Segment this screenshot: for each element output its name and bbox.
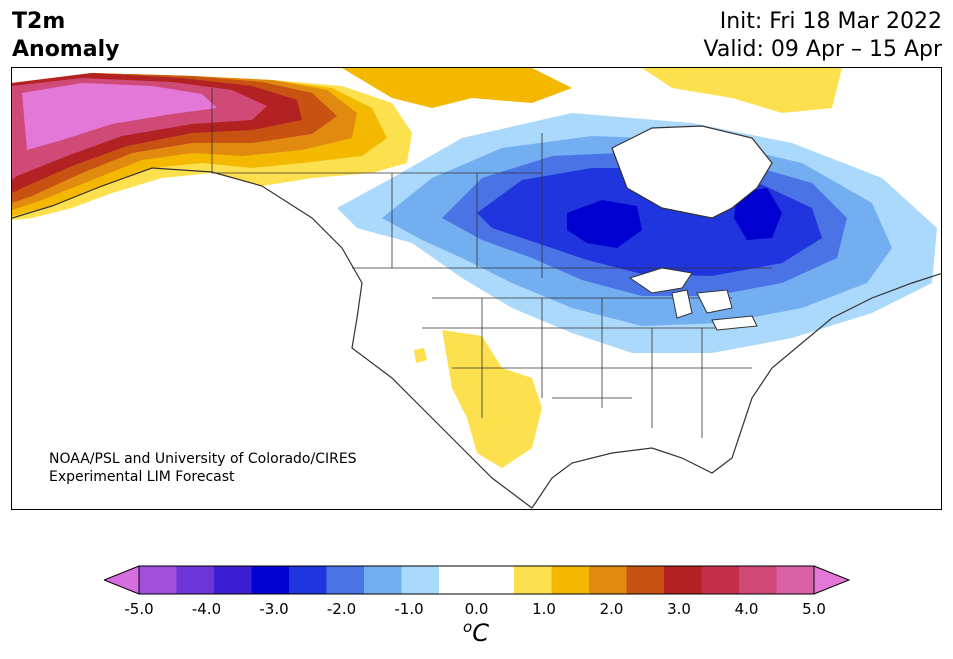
unit-letter: C: [472, 619, 489, 647]
colorbar-segment: [401, 566, 440, 594]
colorbar-unit: oC: [463, 618, 489, 647]
colorbar-segment: [664, 566, 702, 594]
warm-anomaly-southwest: [442, 330, 542, 468]
great-lakes: [628, 267, 758, 331]
colorbar-extension-high: [813, 565, 850, 595]
colorbar-segment: [251, 566, 290, 594]
colorbar-tick-label: -4.0: [191, 600, 222, 618]
colorbar-extension-low: [104, 565, 140, 595]
colorbar-segment: [476, 566, 515, 594]
warm-anomaly-arctic: [342, 68, 572, 108]
colorbar-tick-label: -5.0: [124, 600, 154, 618]
anomaly-map: NOAA/PSL and University of Colorado/CIRE…: [11, 67, 942, 510]
colorbar-tick-label: 4.0: [734, 600, 759, 618]
credit-line-1: NOAA/PSL and University of Colorado/CIRE…: [49, 451, 357, 467]
colorbar-segment: [289, 566, 327, 594]
colorbar-segment: [701, 566, 740, 594]
colorbar-tick-label: 0.0: [464, 600, 489, 618]
colorbar-segment: [551, 566, 590, 594]
hudson-bay: [611, 125, 773, 219]
colorbar-tick-label: -1.0: [394, 600, 424, 618]
colorbar-segment: [139, 566, 177, 594]
colorbar-segment: [364, 566, 402, 594]
colorbar-tick-label: -2.0: [326, 600, 357, 618]
colorbar-segment: [514, 566, 552, 594]
coastline-gulf: [531, 273, 941, 509]
warm-anomaly-greenland: [642, 68, 842, 113]
init-date: Init: Fri 18 Mar 2022: [719, 9, 942, 34]
title-line-1: T2m: [12, 9, 66, 34]
colorbar-segment: [776, 566, 815, 594]
colorbar-segment: [589, 566, 627, 594]
colorbar-outline: [138, 565, 815, 595]
colorbar-segments: [104, 565, 850, 595]
colorbar-tick-label: 1.0: [532, 600, 556, 618]
coastline-west: [12, 167, 533, 509]
title-line-2: Anomaly: [12, 37, 120, 62]
colorbar-tick-label: 3.0: [667, 600, 691, 618]
colorbar-segment: [626, 566, 665, 594]
map-title: T2m Anomaly: [12, 8, 119, 64]
credit-line-2: Experimental LIM Forecast: [49, 469, 235, 485]
map-credit: NOAA/PSL and University of Colorado/CIRE…: [49, 450, 357, 486]
colorbar-segment: [176, 566, 215, 594]
cold-anomaly-5a: [567, 200, 642, 248]
colorbar-tick-label: -3.0: [259, 600, 289, 618]
colorbar-tick-label: 5.0: [802, 600, 826, 618]
warm-anomaly-alaska-7: [22, 83, 217, 150]
colorbar-tick-label: 2.0: [599, 600, 624, 618]
colorbar-segment: [739, 566, 777, 594]
unit-superscript: o: [463, 618, 473, 636]
colorbar-segment: [214, 566, 252, 594]
warm-anomaly-nevada: [414, 348, 427, 363]
colorbar-segment: [439, 566, 477, 594]
forecast-dates: Init: Fri 18 Mar 2022 Valid: 09 Apr – 15…: [704, 8, 943, 64]
colorbar-segment: [326, 566, 365, 594]
map-canvas: [12, 68, 941, 509]
cold-anomaly-5b: [734, 188, 782, 240]
political-boundaries: [211, 88, 772, 438]
colorbar: [104, 565, 850, 595]
valid-date: Valid: 09 Apr – 15 Apr: [703, 37, 943, 62]
